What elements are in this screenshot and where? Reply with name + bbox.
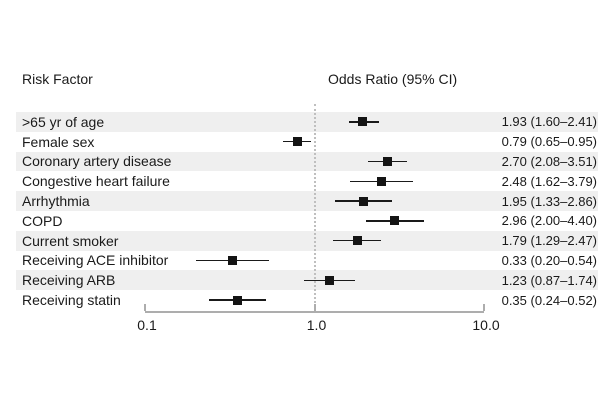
row-label: Coronary artery disease <box>22 153 172 170</box>
row-label: >65 yr of age <box>22 113 105 130</box>
column-header-risk-factor: Risk Factor <box>22 71 93 87</box>
row-band <box>16 191 598 211</box>
row-value: 2.96 (2.00–4.40) <box>501 213 597 229</box>
row-value: 2.48 (1.62–3.79) <box>501 173 597 189</box>
row-band <box>16 151 598 172</box>
or-marker <box>376 176 386 186</box>
row-label: Female sex <box>22 133 95 150</box>
or-marker <box>359 196 369 206</box>
column-header-odds-ratio: Odds Ratio (95% CI) <box>328 71 458 87</box>
row-label: COPD <box>22 212 63 229</box>
x-axis-tick-label: 0.1 <box>137 317 157 333</box>
x-axis-tick-label: 1.0 <box>306 317 327 333</box>
or-marker <box>358 117 368 127</box>
or-marker <box>232 295 242 305</box>
x-axis-tick <box>313 304 316 311</box>
row-label: Receiving ARB <box>22 272 116 289</box>
or-marker <box>228 256 238 265</box>
x-axis-tick <box>483 304 485 311</box>
x-axis-tick <box>144 304 146 311</box>
x-axis-tick-label: 10.0 <box>472 317 500 333</box>
row-value: 0.79 (0.65–0.95) <box>501 134 597 150</box>
row-band <box>16 112 598 132</box>
row-label: Receiving ACE inhibitor <box>22 252 169 269</box>
or-marker <box>292 137 302 147</box>
or-marker <box>352 236 362 246</box>
or-marker <box>325 275 335 285</box>
row-value: 0.33 (0.20–0.54) <box>501 252 597 268</box>
row-band <box>16 230 598 251</box>
row-label: Current smoker <box>22 232 119 249</box>
row-label: Arrhythmia <box>22 193 90 210</box>
row-value: 1.95 (1.33–2.86) <box>501 193 597 209</box>
reference-line <box>313 104 316 311</box>
row-value: 1.79 (1.29–2.47) <box>501 233 597 249</box>
x-axis-line <box>145 311 484 313</box>
or-marker <box>389 216 399 226</box>
row-value: 0.35 (0.24–0.52) <box>501 292 597 308</box>
row-label: Receiving statin <box>22 292 121 309</box>
row-label: Congestive heart failure <box>22 173 170 190</box>
row-value: 1.23 (0.87–1.74) <box>501 272 597 288</box>
row-value: 2.70 (2.08–3.51) <box>501 153 597 169</box>
or-marker <box>383 157 393 166</box>
row-value: 1.93 (1.60–2.41) <box>501 114 597 130</box>
